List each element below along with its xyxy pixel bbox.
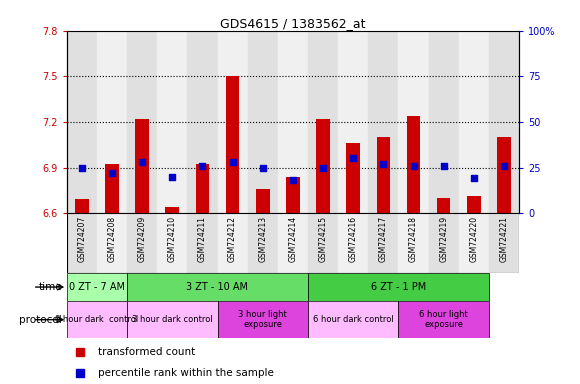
Text: 6 hour dark control: 6 hour dark control — [313, 315, 394, 324]
Point — [288, 177, 298, 184]
Bar — [127, 31, 157, 213]
Bar — [67, 31, 97, 213]
Bar — [459, 213, 489, 273]
Point — [379, 161, 388, 167]
Point — [349, 156, 358, 162]
Text: GSM724210: GSM724210 — [168, 216, 177, 262]
Text: percentile rank within the sample: percentile rank within the sample — [99, 368, 274, 378]
Point — [107, 170, 117, 176]
Bar — [256, 189, 270, 213]
Title: GDS4615 / 1383562_at: GDS4615 / 1383562_at — [220, 17, 365, 30]
Text: GSM724214: GSM724214 — [288, 216, 298, 262]
Text: GSM724216: GSM724216 — [349, 216, 358, 262]
Bar — [187, 213, 218, 273]
Bar — [67, 213, 97, 273]
Bar — [398, 213, 429, 273]
Point — [499, 163, 509, 169]
Bar — [308, 301, 398, 338]
Text: 0 hour dark  control: 0 hour dark control — [55, 315, 139, 324]
Text: GSM724211: GSM724211 — [198, 216, 207, 262]
Point — [409, 163, 418, 169]
Bar — [67, 301, 127, 338]
Text: GSM724217: GSM724217 — [379, 216, 388, 262]
Text: GSM724218: GSM724218 — [409, 216, 418, 262]
Text: GSM724220: GSM724220 — [469, 216, 478, 262]
Bar — [497, 137, 511, 213]
Bar — [316, 119, 330, 213]
Bar — [489, 31, 519, 213]
Bar — [226, 76, 240, 213]
Bar — [157, 31, 187, 213]
Bar — [248, 213, 278, 273]
Bar — [127, 213, 157, 273]
Bar — [429, 31, 459, 213]
Bar — [437, 198, 451, 213]
Point — [228, 159, 237, 165]
Bar — [157, 213, 187, 273]
Bar — [127, 301, 218, 338]
Bar — [368, 31, 398, 213]
Text: GSM724207: GSM724207 — [77, 216, 86, 262]
Bar — [218, 213, 248, 273]
Point — [137, 159, 147, 165]
Bar — [308, 213, 338, 273]
Bar — [97, 31, 127, 213]
Bar — [165, 207, 179, 213]
Bar — [195, 164, 209, 213]
Bar — [218, 31, 248, 213]
Bar — [187, 31, 218, 213]
Bar — [97, 213, 127, 273]
Text: 6 hour light
exposure: 6 hour light exposure — [419, 310, 468, 329]
Text: GSM724213: GSM724213 — [258, 216, 267, 262]
Text: GSM724208: GSM724208 — [107, 216, 117, 262]
Bar — [338, 213, 368, 273]
Bar — [67, 273, 127, 301]
Bar — [308, 273, 489, 301]
Text: GSM724219: GSM724219 — [439, 216, 448, 262]
Text: 3 ZT - 10 AM: 3 ZT - 10 AM — [187, 282, 248, 292]
Point — [198, 163, 207, 169]
Text: 6 ZT - 1 PM: 6 ZT - 1 PM — [371, 282, 426, 292]
Bar — [459, 31, 489, 213]
Text: GSM724215: GSM724215 — [318, 216, 328, 262]
Text: GSM724212: GSM724212 — [228, 216, 237, 262]
Text: GSM724221: GSM724221 — [499, 216, 509, 262]
Bar — [489, 213, 519, 273]
Text: 3 hour dark control: 3 hour dark control — [132, 315, 213, 324]
Bar — [429, 213, 459, 273]
Point — [77, 164, 86, 170]
Bar — [278, 31, 308, 213]
Text: GSM724209: GSM724209 — [137, 216, 147, 262]
Bar — [278, 213, 308, 273]
Point — [318, 164, 328, 170]
Point — [168, 174, 177, 180]
Text: protocol: protocol — [19, 314, 62, 325]
Text: 0 ZT - 7 AM: 0 ZT - 7 AM — [69, 282, 125, 292]
Point — [258, 164, 267, 170]
Bar — [368, 213, 398, 273]
Text: transformed count: transformed count — [99, 347, 195, 357]
Bar — [338, 31, 368, 213]
Point — [469, 175, 478, 182]
Bar — [286, 177, 300, 213]
Bar — [467, 196, 481, 213]
Bar — [75, 199, 89, 213]
Bar — [127, 273, 308, 301]
Bar — [398, 31, 429, 213]
Bar — [346, 143, 360, 213]
Bar — [398, 301, 489, 338]
Point — [439, 163, 448, 169]
Bar — [308, 31, 338, 213]
Bar — [135, 119, 149, 213]
Text: time: time — [38, 282, 62, 292]
Bar — [218, 301, 308, 338]
Text: 3 hour light
exposure: 3 hour light exposure — [238, 310, 287, 329]
Bar — [105, 164, 119, 213]
Bar — [248, 31, 278, 213]
Bar — [407, 116, 420, 213]
Bar — [376, 137, 390, 213]
